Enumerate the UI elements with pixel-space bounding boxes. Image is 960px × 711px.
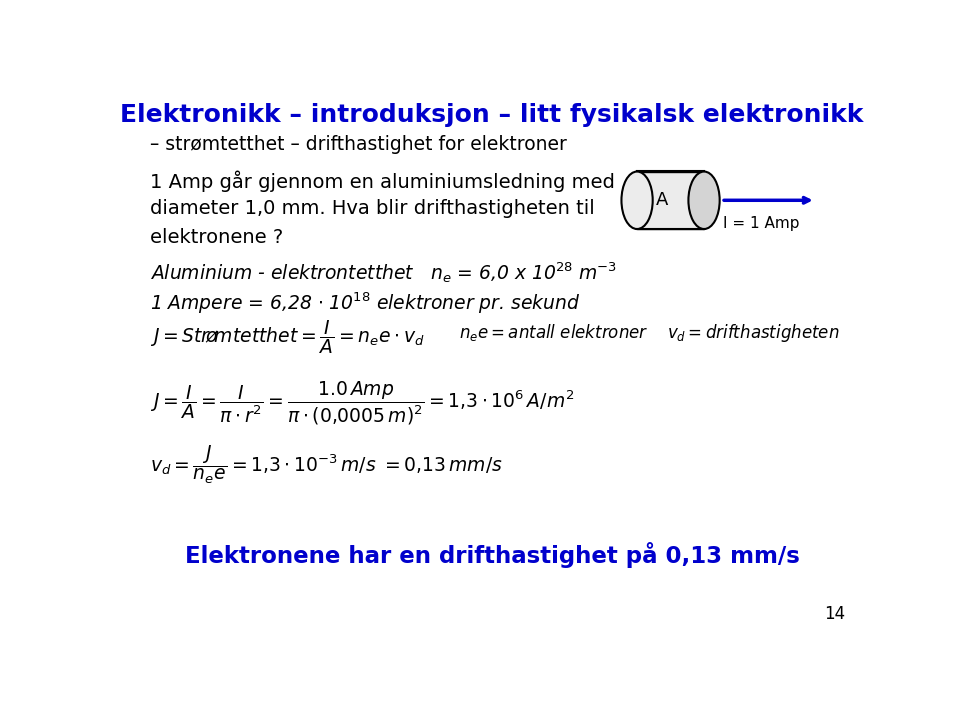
Text: 14: 14 (825, 605, 846, 623)
Text: Elektronene har en drifthastighet på 0,13 mm/s: Elektronene har en drifthastighet på 0,1… (184, 542, 800, 569)
Text: 1 Ampere = 6,28 $\cdot$ 10$^{18}$ elektroner pr. sekund: 1 Ampere = 6,28 $\cdot$ 10$^{18}$ elektr… (150, 291, 580, 316)
Ellipse shape (688, 171, 720, 229)
Ellipse shape (621, 171, 653, 229)
Text: I = 1 Amp: I = 1 Amp (723, 215, 800, 230)
Text: $v_d = \dfrac{J}{n_e e} = 1{,}3 \cdot 10^{-3}\,m/s\ = 0{,}13\,mm/s$: $v_d = \dfrac{J}{n_e e} = 1{,}3 \cdot 10… (150, 444, 503, 486)
Text: $v_d = drifthastigheten$: $v_d = drifthastigheten$ (667, 322, 839, 344)
Text: $n_e e = antall\ elektroner$: $n_e e = antall\ elektroner$ (459, 322, 648, 343)
Text: – strømtetthet – drifthastighet for elektroner: – strømtetthet – drifthastighet for elek… (150, 134, 566, 154)
Text: A: A (656, 191, 668, 209)
Text: $J = \dfrac{I}{A} = \dfrac{I}{\pi \cdot r^2} = \dfrac{1.0\,Amp}{\pi \cdot (0{,}0: $J = \dfrac{I}{A} = \dfrac{I}{\pi \cdot … (150, 380, 574, 427)
FancyBboxPatch shape (637, 171, 704, 229)
Text: Elektronikk – introduksjon – litt fysikalsk elektronikk: Elektronikk – introduksjon – litt fysika… (120, 103, 864, 127)
Text: Aluminium - elektrontetthet   $n_e$ = 6,0 x 10$^{28}$ m$^{-3}$: Aluminium - elektrontetthet $n_e$ = 6,0 … (150, 260, 617, 285)
Text: $J = Str\!\o\!mtetthet = \dfrac{I}{A} = n_e e \cdot v_d$: $J = Str\!\o\!mtetthet = \dfrac{I}{A} = … (150, 318, 424, 356)
Text: 1 Amp går gjennom en aluminiumsledning med: 1 Amp går gjennom en aluminiumsledning m… (150, 170, 614, 192)
Text: diameter 1,0 mm. Hva blir drifthastigheten til: diameter 1,0 mm. Hva blir drifthastighet… (150, 199, 594, 218)
Text: elektronene ?: elektronene ? (150, 228, 283, 247)
